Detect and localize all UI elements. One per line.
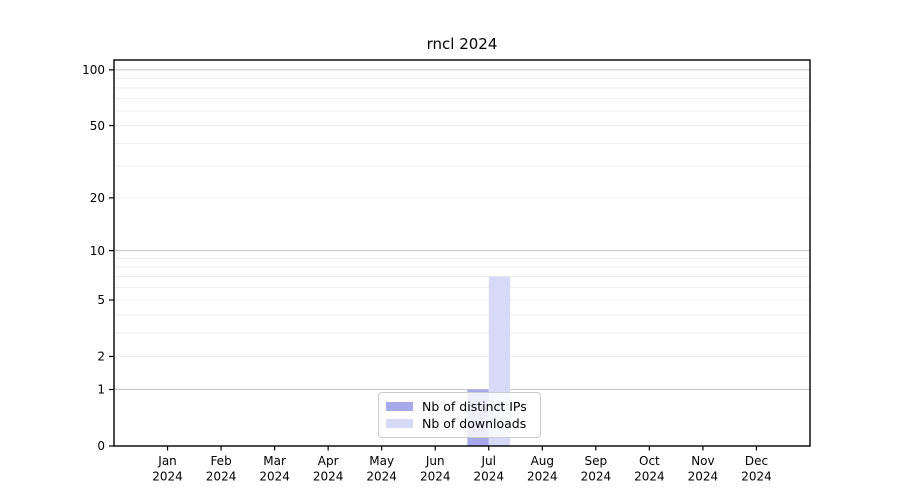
legend-item-distinct-ips: Nb of distinct IPs	[386, 398, 532, 415]
minor-gridlines	[114, 77, 810, 357]
y-tick-label: 20	[90, 191, 105, 205]
x-tick-label: Jan 2024	[152, 454, 183, 484]
y-tick-label: 10	[90, 244, 105, 258]
y-tick-label: 0	[97, 439, 105, 453]
x-tick-label: Feb 2024	[206, 454, 237, 484]
x-tick-label: Apr 2024	[313, 454, 344, 484]
major-gridlines	[114, 69, 810, 391]
legend-swatch-distinct-ips-icon	[386, 402, 413, 411]
x-tick-label: Mar 2024	[259, 454, 290, 484]
y-tick-label: 1	[97, 383, 105, 397]
y-axis-ticks: 0 1 2 5 10 20 50 100	[82, 63, 114, 453]
x-tick-label: Dec 2024	[741, 454, 772, 484]
legend-swatch-downloads-icon	[386, 419, 413, 428]
x-tick-label: Sep 2024	[581, 454, 612, 484]
y-tick-label: 5	[97, 293, 105, 307]
y-tick-label: 50	[90, 119, 105, 133]
chart-title: rncl 2024	[426, 35, 498, 53]
x-tick-label: Oct 2024	[634, 454, 665, 484]
legend-label-downloads: Nb of downloads	[422, 416, 527, 431]
x-tick-label: Aug 2024	[527, 454, 558, 484]
x-tick-label: Jun 2024	[420, 454, 451, 484]
x-tick-label: Jul 2024	[473, 454, 504, 484]
legend: Nb of distinct IPs Nb of downloads	[378, 392, 541, 438]
y-tick-label: 100	[82, 63, 105, 77]
legend-item-downloads: Nb of downloads	[386, 415, 532, 432]
y-tick-label: 2	[97, 350, 105, 364]
axes-frame	[113, 59, 811, 447]
x-axis-ticks: Jan 2024 Feb 2024 Mar 2024 Apr 2024 May 2024 Jun 20…	[152, 446, 772, 484]
x-tick-label: Nov 2024	[688, 454, 719, 484]
legend-label-distinct-ips: Nb of distinct IPs	[422, 399, 527, 414]
x-tick-label: May 2024	[366, 454, 397, 484]
